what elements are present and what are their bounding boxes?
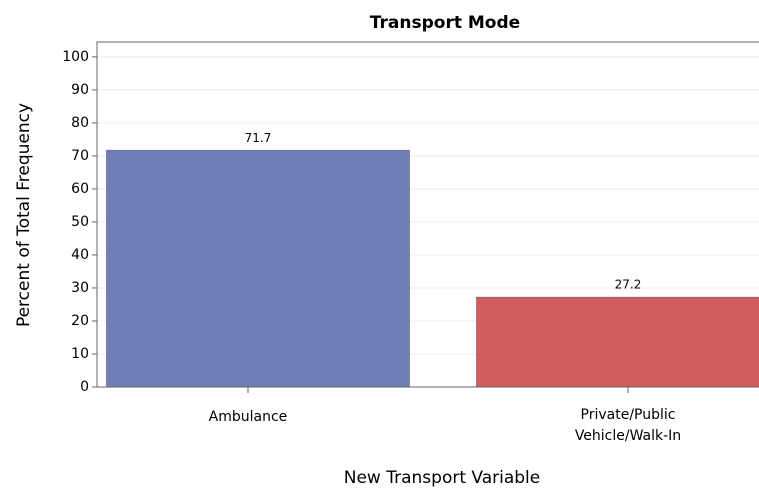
y-tick-label: 50 (71, 214, 89, 230)
y-tick-label: 60 (71, 181, 89, 197)
y-tick-label: 70 (71, 148, 89, 164)
y-tick-label: 0 (80, 379, 89, 395)
y-axis-label: Percent of Total Frequency (14, 103, 34, 327)
x-tick-label: Private/Public Vehicle/Walk-In (575, 407, 681, 444)
x-axis-label: New Transport Variable (344, 468, 541, 488)
value-label: 71.7 (245, 131, 272, 145)
bar (106, 149, 410, 388)
y-tick-label: 80 (71, 115, 89, 131)
y-tick-label: 20 (71, 313, 89, 329)
chart-title: Transport Mode (370, 13, 520, 33)
y-tick-label: 90 (71, 82, 89, 98)
y-tick-label: 10 (71, 346, 89, 362)
y-tick-label: 40 (71, 247, 89, 263)
y-tick-label: 100 (62, 49, 89, 65)
x-tick-label: Ambulance (209, 409, 288, 425)
value-label: 27.2 (615, 278, 642, 292)
y-tick-label: 30 (71, 280, 89, 296)
plot-frame (96, 41, 759, 388)
bar (476, 296, 759, 388)
